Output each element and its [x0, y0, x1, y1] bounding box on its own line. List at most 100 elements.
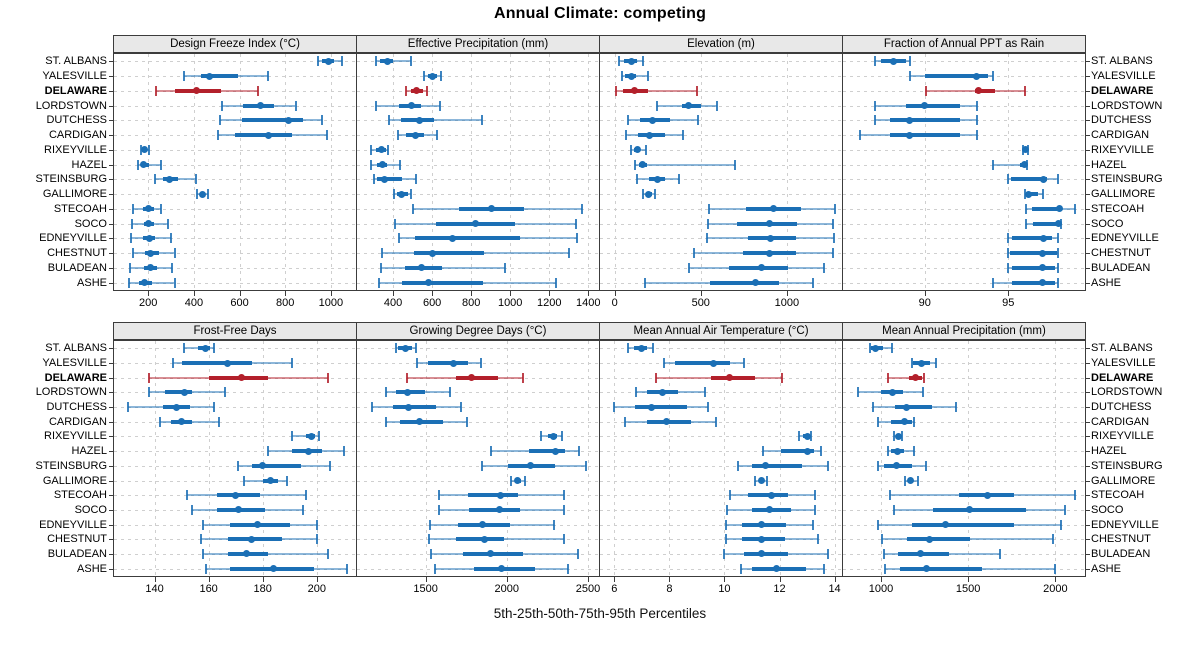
median-dot: [649, 116, 657, 124]
range-5-95: [887, 376, 924, 379]
median-dot: [192, 87, 200, 95]
cap-5th: [438, 490, 441, 501]
cap-95th: [213, 402, 216, 413]
axis-tick: [787, 291, 788, 296]
axis-tick: [285, 291, 286, 296]
cap-95th: [922, 372, 925, 383]
axis-tick: [393, 291, 394, 296]
median-dot: [380, 175, 388, 183]
cap-95th: [581, 203, 584, 214]
median-dot: [974, 87, 982, 95]
cap-5th: [642, 189, 645, 200]
median-dot: [417, 264, 425, 272]
site-label-dutchess: DUTCHESS: [1091, 114, 1152, 127]
median-dot: [633, 146, 641, 154]
cap-95th: [934, 358, 937, 369]
site-label-edneyville: EDNEYVILLE: [1091, 232, 1159, 245]
median-dot: [917, 359, 925, 367]
gridline-horizontal: [114, 224, 356, 225]
axis-tick: [148, 291, 149, 296]
cap-95th: [831, 248, 834, 259]
cap-5th: [636, 174, 639, 185]
cap-5th: [726, 504, 729, 515]
row-tick: [109, 253, 113, 255]
cap-95th: [696, 85, 699, 96]
cap-95th: [913, 416, 916, 427]
cap-95th: [315, 519, 318, 530]
axis-tick: [835, 577, 836, 582]
median-dot: [758, 521, 766, 529]
cap-5th: [884, 563, 887, 574]
cap-5th: [490, 446, 493, 457]
cap-5th: [724, 534, 727, 545]
cap-95th: [814, 504, 817, 515]
cap-5th: [415, 358, 418, 369]
cap-5th: [434, 563, 437, 574]
row-tick: [109, 524, 113, 526]
median-dot: [916, 550, 924, 558]
gridline-horizontal: [600, 539, 842, 540]
gridline-horizontal: [843, 283, 1085, 284]
cap-95th: [1051, 534, 1054, 545]
median-dot: [654, 175, 662, 183]
gridline-horizontal: [843, 150, 1085, 151]
site-label-cardigan: CARDIGAN: [48, 129, 107, 142]
range-25-75: [251, 463, 301, 468]
axis-tick: [881, 577, 882, 582]
median-dot: [1022, 146, 1030, 154]
range-25-75: [456, 375, 498, 380]
cap-5th: [430, 548, 433, 559]
panel-strip-design-freeze-index-c: Design Freeze Index (°C): [113, 35, 357, 53]
site-label-rixeyville: RIXEYVILLE: [1091, 430, 1154, 443]
range-5-95: [128, 281, 175, 284]
cap-5th: [317, 56, 320, 67]
cap-95th: [466, 416, 469, 427]
cap-5th: [643, 277, 646, 288]
gridline-vertical: [393, 54, 394, 290]
cap-95th: [480, 115, 483, 126]
cap-5th: [761, 446, 764, 457]
cap-5th: [886, 372, 889, 383]
cap-5th: [216, 130, 219, 141]
cap-5th: [1007, 262, 1010, 273]
range-5-95: [635, 163, 736, 166]
panel-plot-effective-precipitation-mm: [356, 53, 600, 291]
median-dot: [325, 57, 333, 65]
median-dot: [1024, 190, 1032, 198]
site-label-lordstown: LORDSTOWN: [35, 99, 107, 112]
cap-95th: [913, 446, 916, 457]
range-5-95: [381, 266, 506, 269]
axis-tick-label: 200: [307, 583, 326, 595]
axis-tick-label: 10: [718, 583, 731, 595]
gridline-vertical: [148, 54, 149, 290]
median-dot: [767, 234, 775, 242]
axis-tick: [724, 577, 725, 582]
axis-tick-label: 90: [918, 297, 931, 309]
site-label-rixeyville: RIXEYVILLE: [44, 143, 107, 156]
gridline-vertical: [588, 341, 589, 576]
axis-tick-label: 2500: [575, 583, 601, 595]
cap-5th: [614, 85, 617, 96]
row-tick: [1086, 61, 1090, 63]
median-dot: [646, 131, 654, 139]
site-label-st-albans: ST. ALBANS: [45, 55, 107, 68]
gridline-vertical: [925, 54, 926, 290]
cap-95th: [832, 218, 835, 229]
cap-95th: [925, 460, 928, 471]
cap-5th: [380, 262, 383, 273]
cap-95th: [563, 534, 566, 545]
cap-5th: [219, 115, 222, 126]
cap-95th: [578, 446, 581, 457]
median-dot: [398, 190, 406, 198]
median-dot: [1039, 234, 1047, 242]
cap-5th: [539, 431, 542, 442]
cap-5th: [404, 85, 407, 96]
gridline-horizontal: [600, 91, 842, 92]
cap-5th: [182, 71, 185, 82]
range-25-75: [933, 507, 1026, 512]
range-25-75: [181, 361, 252, 366]
cap-95th: [574, 218, 577, 229]
gridline-horizontal: [843, 378, 1085, 379]
axis-tick: [209, 577, 210, 582]
gridline-horizontal: [357, 106, 599, 107]
